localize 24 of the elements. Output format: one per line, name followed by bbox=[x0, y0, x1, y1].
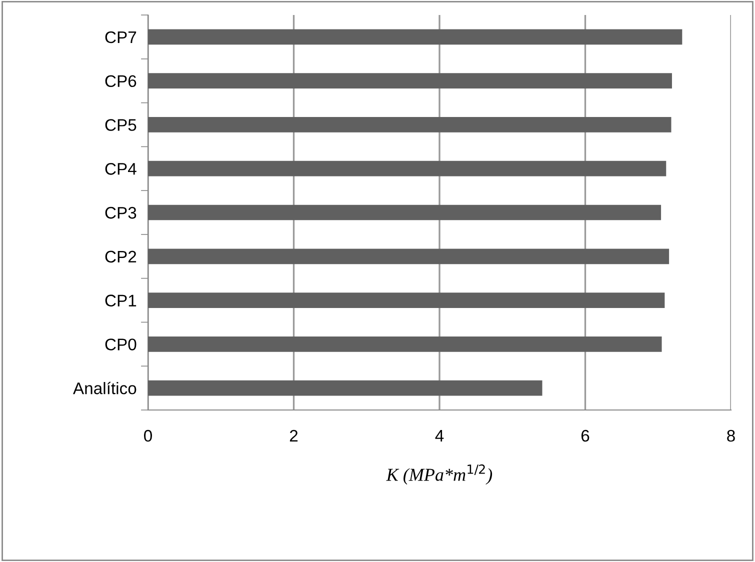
bar bbox=[148, 29, 682, 45]
bar bbox=[148, 204, 662, 220]
x-tick-label: 6 bbox=[581, 430, 590, 442]
x-tick-label: 0 bbox=[144, 430, 152, 442]
x-tick-label: 4 bbox=[435, 430, 444, 442]
bar bbox=[148, 160, 666, 176]
y-tick-label: CP2 bbox=[105, 250, 136, 263]
y-tick-label: CP5 bbox=[105, 119, 136, 131]
bar bbox=[148, 248, 670, 264]
y-tick-label: CP3 bbox=[105, 206, 136, 219]
bar bbox=[148, 292, 665, 308]
y-tick-label: CP6 bbox=[105, 75, 136, 88]
bar bbox=[148, 117, 672, 132]
x-tick-label: 2 bbox=[290, 430, 298, 442]
y-tick-label: CP4 bbox=[105, 163, 136, 175]
y-tick-label: CP0 bbox=[105, 338, 136, 350]
y-tick-label: CP7 bbox=[105, 31, 136, 44]
x-axis-title: K (MPa*m$^{1/2}$) bbox=[386, 464, 492, 485]
y-tick-label: Analítico bbox=[73, 382, 136, 394]
y-tick-label: CP1 bbox=[105, 294, 136, 306]
bar bbox=[148, 73, 672, 89]
bar bbox=[148, 336, 662, 352]
bar bbox=[148, 380, 542, 396]
x-tick-label: 8 bbox=[727, 430, 735, 442]
